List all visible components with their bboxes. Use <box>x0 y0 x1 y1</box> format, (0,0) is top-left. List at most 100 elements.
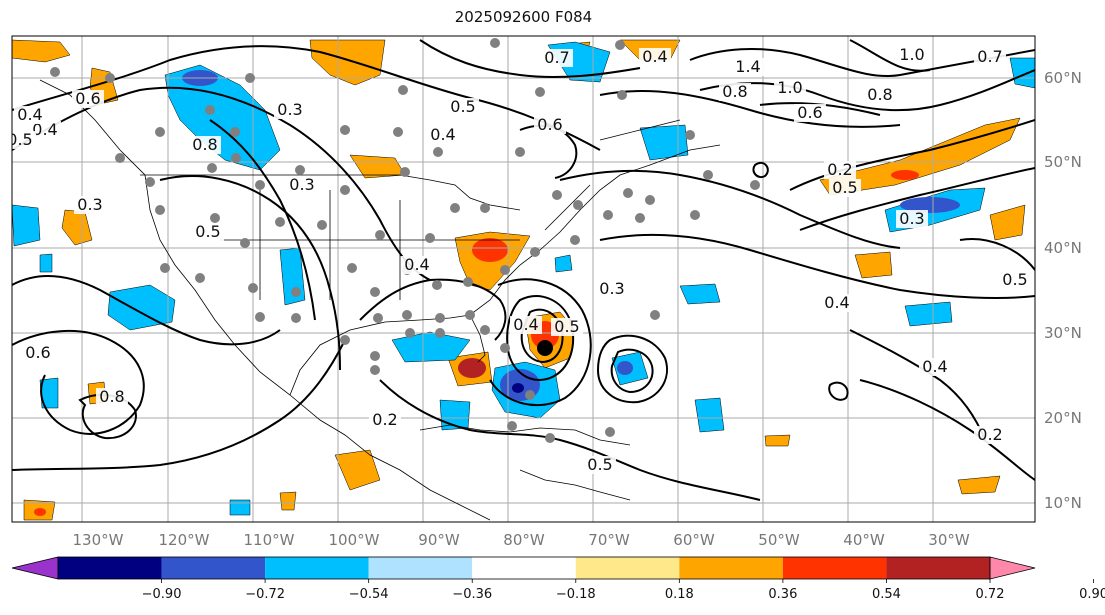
latitude-tick-label: 50°N <box>1044 153 1082 171</box>
colorbar-box <box>368 557 473 579</box>
contour-label: 0.5 <box>554 317 579 336</box>
shade-cyan <box>639 124 689 161</box>
contour-label: 0.2 <box>977 425 1002 444</box>
shade-red <box>472 238 508 262</box>
longitude-tick-label: 80°W <box>503 531 545 549</box>
longitude-tick-label: 40°W <box>843 531 885 549</box>
contour-labels: 0.7 0.41.41.00.80.60.81.0 0.70.60.50.40.60… <box>7 45 1031 474</box>
shade-cyan <box>229 499 251 516</box>
colorbar-tick-label: 0.18 <box>665 587 694 602</box>
contour-label: 0.7 <box>977 47 1002 66</box>
contour-label: 0.3 <box>599 279 624 298</box>
longitude-tick-label: 70°W <box>588 531 630 549</box>
contour-label: 0.8 <box>99 387 124 406</box>
contour-label: 0.5 <box>1002 270 1027 289</box>
longitude-tick-label: 100°W <box>329 531 380 549</box>
map-title: 2025092600 F084 <box>454 8 593 26</box>
colorbar-tick-label: 0.54 <box>872 587 901 602</box>
colorbar-box <box>472 557 576 579</box>
contour-label: 0.3 <box>899 209 924 228</box>
contour-label: 0.3 <box>77 195 102 214</box>
longitude-tick-label: 90°W <box>418 531 460 549</box>
colorbar-box <box>161 557 266 579</box>
contour-label: 0.4 <box>824 293 849 312</box>
contour-label: 0.3 <box>277 100 302 119</box>
colorbar-tick-label: −0.90 <box>142 587 182 602</box>
contour-label: 0.6 <box>537 115 562 134</box>
shade-cyan <box>12 204 41 247</box>
colorbar-box <box>265 557 369 579</box>
contour-label: 0.4 <box>17 105 42 124</box>
contour-label: 0.6 <box>797 103 822 122</box>
contour-label: 0.2 <box>372 410 397 429</box>
station-dots <box>50 38 760 443</box>
coastlines <box>39 79 721 521</box>
latitude-labels: 60°N 50°N 40°N 30°N 20°N 10°N <box>1044 69 1082 512</box>
colorbar-box <box>58 557 162 579</box>
shade-royal <box>617 361 633 375</box>
contour-label: 1.0 <box>899 45 924 64</box>
shade-cyan <box>39 253 53 273</box>
contour-label: 0.3 <box>289 175 314 194</box>
contour-label: 0.4 <box>922 357 947 376</box>
contour-label: 0.2 <box>827 160 852 179</box>
contour-label: 0.8 <box>722 82 747 101</box>
contour-label: 0.8 <box>867 85 892 104</box>
contour-label: 1.0 <box>777 78 802 97</box>
latitude-tick-label: 60°N <box>1044 69 1082 87</box>
latitude-tick-label: 40°N <box>1044 239 1082 257</box>
contour-label: 0.7 <box>544 48 569 67</box>
colorbar-tick-label: −0.72 <box>245 587 285 602</box>
shade-cyan <box>694 397 725 433</box>
longitude-labels: 130°W 120°W 110°W 100°W 90°W 80°W 70°W 60°W 50°W… <box>73 531 970 549</box>
shade-orange <box>957 475 1001 495</box>
shade-cyan <box>107 284 176 331</box>
colorbar-tick-label: −0.18 <box>556 587 596 602</box>
colorbar-box <box>679 557 783 579</box>
shade-orange <box>309 39 386 86</box>
contour-label: 0.4 <box>32 120 57 139</box>
shade-cyan <box>1009 57 1035 89</box>
contour-label: 0.6 <box>75 89 100 108</box>
longitude-tick-label: 30°W <box>928 531 970 549</box>
shade-cyan <box>904 301 953 327</box>
shade-darkred <box>458 358 486 378</box>
shade-navy <box>512 383 524 393</box>
colorbar-tick-label: −0.36 <box>452 587 492 602</box>
longitude-tick-label: 130°W <box>73 531 124 549</box>
shade-red <box>891 170 919 180</box>
colorbar-tick-label: 0.90 <box>1079 587 1105 602</box>
storm-center-marker <box>537 340 553 356</box>
shade-red <box>34 508 46 516</box>
colorbar-box <box>575 557 680 579</box>
contour-label: 0.8 <box>192 135 217 154</box>
contour-label: 1.4 <box>735 57 760 76</box>
contour-label: 0.5 <box>7 130 32 149</box>
colorbar-extend-low <box>11 556 59 580</box>
contour-label: 0.6 <box>25 343 50 362</box>
contour-label: 0.5 <box>832 178 857 197</box>
colorbar-extend-high <box>989 556 1036 580</box>
contour-label: 0.5 <box>195 222 220 241</box>
latitude-tick-label: 20°N <box>1044 409 1082 427</box>
shade-orange <box>334 449 381 491</box>
colorbar-box <box>886 557 990 579</box>
map-frame <box>11 35 1036 523</box>
shade-orange <box>764 434 791 447</box>
colorbar-tick-label: −0.54 <box>349 587 389 602</box>
contour-label: 0.4 <box>642 47 667 66</box>
latitude-tick-label: 10°N <box>1044 494 1082 512</box>
contour-label: 0.4 <box>430 125 455 144</box>
contour-label: 0.5 <box>587 455 612 474</box>
colorbar-tick-label: 0.36 <box>768 587 797 602</box>
shade-orange <box>12 39 71 63</box>
contour-label: 0.4 <box>404 255 429 274</box>
contour-label: 0.5 <box>450 97 475 116</box>
shade-cyan <box>679 283 721 305</box>
shade-orange <box>279 491 297 511</box>
colorbar-box <box>782 557 887 579</box>
colorbar: −0.90 −0.72 −0.54 −0.36 −0.18 0.18 0.36 0.54 0.7… <box>11 556 1105 602</box>
contour-label: 0.4 <box>513 315 538 334</box>
shade-orange <box>989 204 1026 241</box>
